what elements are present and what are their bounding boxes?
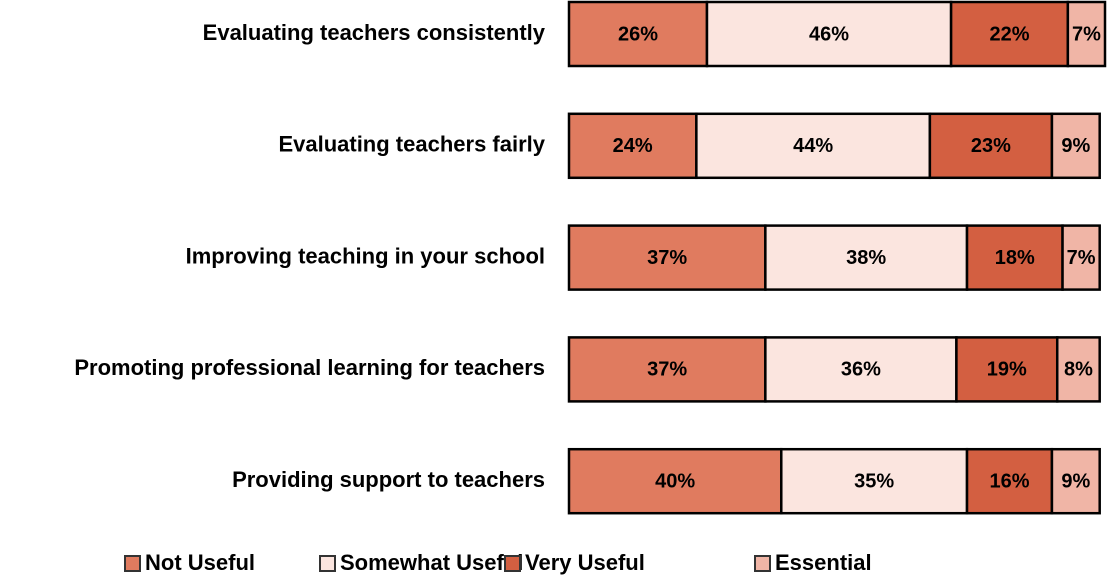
bar-segment xyxy=(949,0,1070,68)
data-label: 40% xyxy=(655,470,695,492)
data-label: 18% xyxy=(995,247,1035,269)
bar-segment xyxy=(567,336,767,403)
data-label: 22% xyxy=(989,23,1029,45)
legend-label: Essential xyxy=(775,550,872,575)
data-label: 46% xyxy=(809,23,849,45)
data-label: 26% xyxy=(618,23,658,45)
bar-segment xyxy=(1050,112,1101,180)
data-label: 9% xyxy=(1061,135,1090,157)
bar-segment xyxy=(1055,336,1101,403)
bar-segment xyxy=(764,224,969,291)
bar-segment xyxy=(1050,447,1101,515)
data-label: 19% xyxy=(987,359,1027,381)
bar-segment xyxy=(695,112,932,180)
category-label: Promoting professional learning for teac… xyxy=(74,355,545,380)
bar-segment xyxy=(928,112,1054,180)
data-label: 44% xyxy=(793,135,833,157)
bar-segment xyxy=(567,0,709,68)
bar-segment xyxy=(705,0,953,68)
data-label: 35% xyxy=(854,470,894,492)
category-label: Evaluating teachers consistently xyxy=(203,20,546,45)
data-label: 37% xyxy=(647,247,687,269)
bar-segment xyxy=(567,447,783,515)
legend-label: Not Useful xyxy=(145,550,255,575)
data-label: 36% xyxy=(841,359,881,381)
data-label: 37% xyxy=(647,359,687,381)
data-label: 23% xyxy=(971,135,1011,157)
legend-label: Very Useful xyxy=(525,550,645,575)
bar-segment xyxy=(780,447,969,515)
data-label: 7% xyxy=(1072,23,1101,45)
data-label: 7% xyxy=(1067,247,1096,269)
bar-segment xyxy=(567,224,767,291)
category-label: Improving teaching in your school xyxy=(186,243,545,268)
bar-segment xyxy=(567,112,698,180)
data-label: 9% xyxy=(1061,470,1090,492)
legend-swatch xyxy=(504,555,521,572)
legend-swatch xyxy=(124,555,141,572)
bar-segment xyxy=(764,336,958,403)
data-label: 16% xyxy=(989,470,1029,492)
bar-segment xyxy=(965,447,1054,515)
legend-swatch xyxy=(754,555,771,572)
bar-segment xyxy=(1061,224,1101,291)
bar-segment xyxy=(1066,0,1107,68)
legend-label: Somewhat Useful xyxy=(340,550,523,575)
category-label: Evaluating teachers fairly xyxy=(278,132,545,157)
category-label: Providing support to teachers xyxy=(232,467,545,492)
data-label: 38% xyxy=(846,247,886,269)
data-label: 24% xyxy=(613,135,653,157)
data-label: 8% xyxy=(1064,359,1093,381)
legend-swatch xyxy=(319,555,336,572)
